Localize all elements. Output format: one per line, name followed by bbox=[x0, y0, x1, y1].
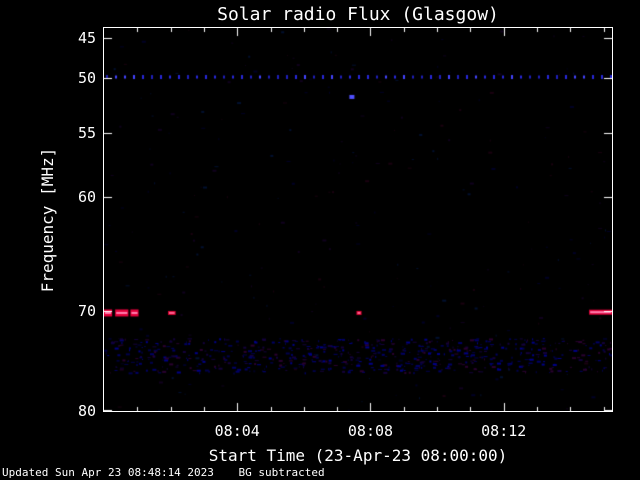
y-tick-label: 45 bbox=[77, 28, 96, 47]
plot-area bbox=[103, 27, 613, 412]
chart-title: Solar radio Flux (Glasgow) bbox=[217, 4, 499, 25]
spectrogram-canvas bbox=[104, 28, 612, 411]
y-tick-label: 80 bbox=[77, 402, 96, 420]
x-tick-label: 08:08 bbox=[347, 422, 394, 440]
status-line: Updated Sun Apr 23 08:48:14 2023 BG subt… bbox=[2, 466, 325, 479]
y-tick-label: 50 bbox=[77, 68, 96, 87]
x-tick-label: 08:12 bbox=[481, 422, 527, 440]
y-tick-label: 60 bbox=[77, 187, 96, 206]
y-axis-label: Frequency [MHz] bbox=[38, 147, 57, 293]
x-axis-label: Start Time (23-Apr-23 08:00:00) bbox=[208, 446, 508, 465]
bg-subtracted-label: BG subtracted bbox=[238, 466, 325, 479]
updated-timestamp: Updated Sun Apr 23 08:48:14 2023 bbox=[2, 466, 214, 479]
y-tick-label: 70 bbox=[77, 302, 96, 321]
x-tick-label: 08:04 bbox=[214, 422, 260, 440]
y-tick-label: 55 bbox=[77, 123, 96, 142]
